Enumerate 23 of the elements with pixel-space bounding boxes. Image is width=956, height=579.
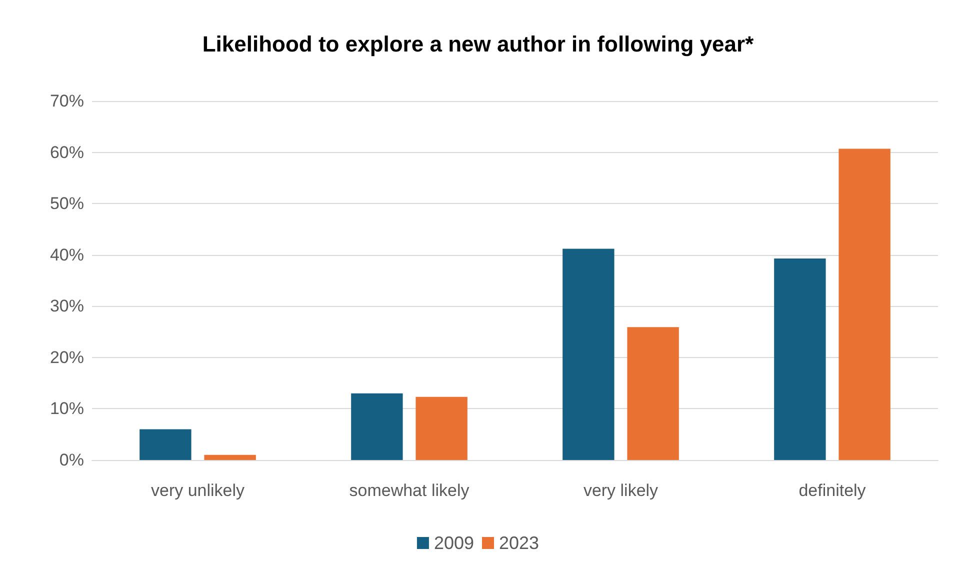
legend-label: 2009	[434, 533, 474, 553]
bar	[838, 148, 890, 460]
bar	[204, 454, 256, 460]
x-tick-label: very likely	[583, 481, 659, 500]
y-tick-label: 70%	[50, 92, 84, 110]
bar	[416, 396, 468, 460]
y-tick-label: 50%	[50, 194, 84, 214]
bar	[627, 327, 679, 460]
bar	[351, 393, 403, 460]
chart-title: Likelihood to explore a new author in following year*	[202, 32, 754, 56]
legend-label: 2023	[499, 533, 540, 553]
y-tick-label: 10%	[50, 399, 84, 418]
y-tick-label: 0%	[59, 450, 84, 470]
y-tick-label: 60%	[50, 142, 84, 162]
y-tick-label: 20%	[50, 348, 84, 367]
y-tick-label: 40%	[50, 245, 84, 264]
x-tick-label: definitely	[798, 481, 866, 500]
bar	[562, 248, 614, 460]
bar	[140, 429, 192, 460]
bar	[774, 258, 826, 460]
x-tick-label: somewhat likely	[349, 481, 470, 500]
x-tick-label: very unlikely	[150, 481, 246, 500]
y-tick-label: 30%	[50, 296, 84, 316]
